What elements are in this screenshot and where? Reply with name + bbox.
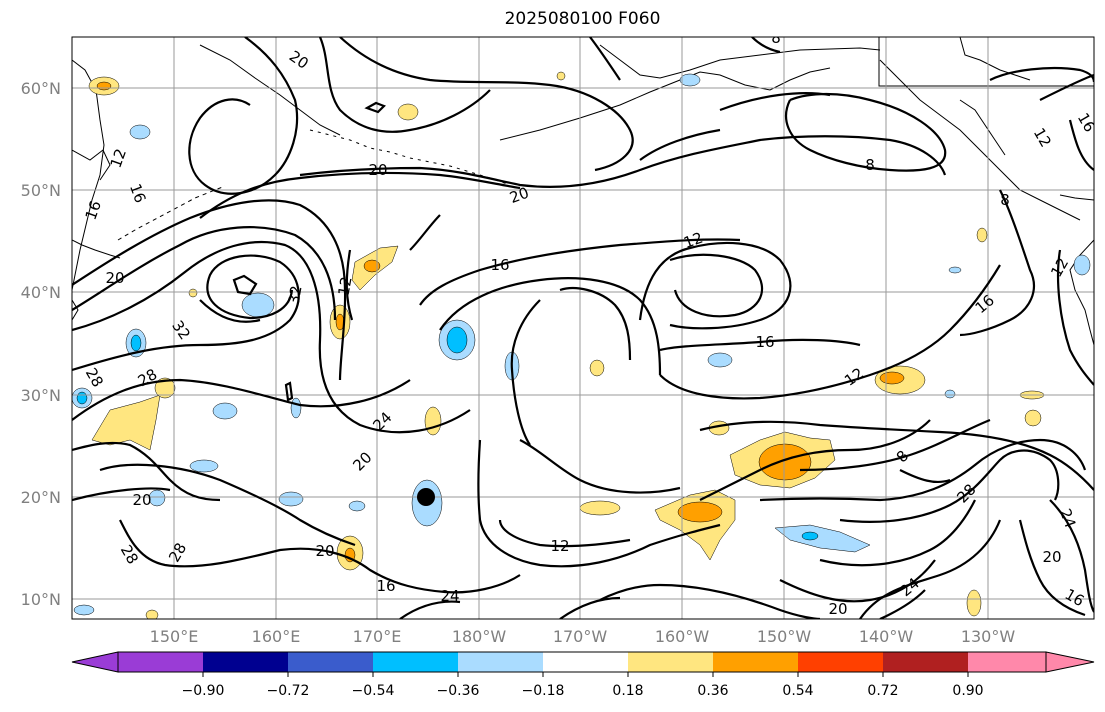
colorbar-segment [883,652,968,672]
contour-label: 24 [440,587,459,605]
colorbar-segment [203,652,288,672]
contour-label: 8 [865,156,875,174]
contour-label: 16 [376,577,395,595]
colorbar-tick-label: 0.90 [952,683,983,699]
contour-label: 24 [1056,506,1079,530]
contour-label: 20 [132,491,151,509]
chart-title: 2025080100 F060 [504,9,661,29]
contour-label: 12 [335,275,356,297]
colorbar: −0.90 −0.72 −0.54 −0.36 −0.18 0.18 0.36 … [71,651,1095,699]
colorbar-tick-label: 0.36 [697,683,728,699]
longitude-labels: 150°E 160°E 170°E 180°W 170°W 160°W 150°… [150,627,1016,646]
contour-label: 16 [82,198,105,222]
lon-label: 130°W [961,627,1016,646]
colorbar-segment [798,652,883,672]
lon-label: 140°W [859,627,914,646]
lat-label: 40°N [21,283,61,302]
contour-label: 12 [107,146,130,170]
lon-label: 160°W [655,627,710,646]
storm-position-marker [417,488,435,506]
contour-label: 32 [285,284,306,306]
contour-label: 20 [1042,548,1061,566]
lat-label: 60°N [21,79,61,98]
colorbar-segment [288,652,373,672]
colorbar-tick-label: −0.72 [267,683,310,699]
contour-label: 12 [681,229,705,252]
lat-label: 20°N [21,488,61,507]
colorbar-tick-label: −0.54 [352,683,395,699]
contour-lines [72,37,1094,619]
colorbar-segment [543,652,628,672]
contour-label: 8 [1000,191,1010,209]
colorbar-max-arrow [1045,651,1095,673]
lon-label: 150°W [757,627,812,646]
colorbar-tick-label: 0.54 [782,683,813,699]
contour-label: 8 [771,29,781,47]
colorbar-segment [968,652,1046,672]
colorbar-segment [118,652,203,672]
contour-label: 20 [828,600,847,618]
colorbar-tick-label: 0.18 [612,683,643,699]
map-plot-area: 20 8 12 16 16 20 20 20 12 16 8 12 16 8 1… [72,29,1094,619]
lon-label: 160°E [252,627,301,646]
contour-label: 16 [126,181,149,205]
contour-label: 20 [315,542,334,560]
colorbar-tick-label: −0.36 [437,683,480,699]
lon-label: 150°E [150,627,199,646]
colorbar-tick-label: −0.90 [182,683,225,699]
contour-label: 12 [550,537,569,555]
lon-label: 170°W [553,627,608,646]
contour-label: 16 [490,256,509,274]
lon-label: 170°E [353,627,402,646]
lon-label: 180°W [452,627,507,646]
latitude-labels: 60°N 50°N 40°N 30°N 20°N 10°N [21,79,61,609]
contour-label: 20 [368,161,387,179]
contour-label: 20 [507,184,531,207]
contour-label: 20 [105,269,124,287]
contour-label: 16 [755,333,774,351]
colorbar-segment [458,652,543,672]
colorbar-segment [713,652,798,672]
lat-label: 30°N [21,386,61,405]
colorbar-segment [628,652,713,672]
colorbar-segment [373,652,458,672]
lat-label: 10°N [21,590,61,609]
lat-label: 50°N [21,181,61,200]
map-frame [71,36,1095,620]
colorbar-tick-label: 0.72 [867,683,898,699]
coastlines [72,37,1094,346]
colorbar-min-arrow [71,651,119,673]
colorbar-tick-label: −0.18 [522,683,565,699]
